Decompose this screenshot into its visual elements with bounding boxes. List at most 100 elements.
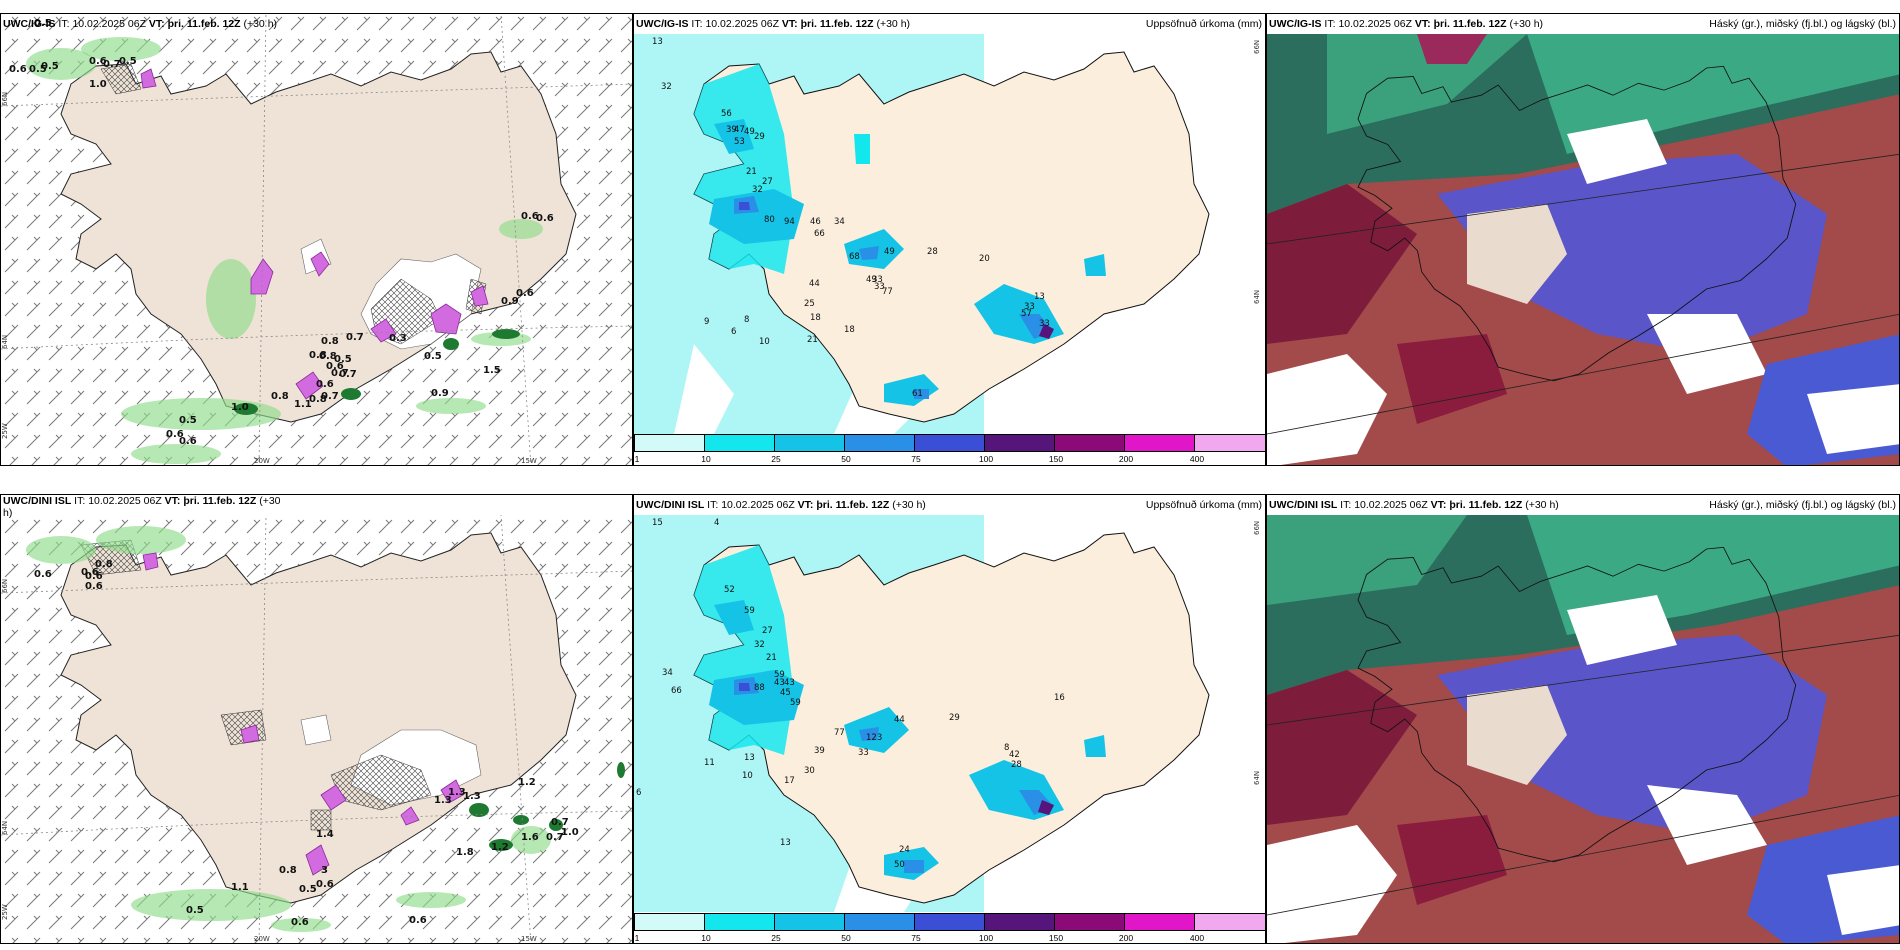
colorbar-swatch [984,913,1055,931]
colorbar-swatch [1194,434,1265,452]
precip-fill [694,545,1106,880]
green-cloud-areas [26,526,551,932]
svg-text:0.8: 0.8 [309,394,327,405]
panel-ig-precip: UWC/IG-IS IT: 10.02.2025 06Z VT: þri. 11… [633,13,1266,466]
colorbar-swatch [984,434,1055,452]
hatched-areas [80,539,432,831]
svg-text:25: 25 [804,299,815,309]
svg-text:29: 29 [949,713,960,723]
colorbar-tick: 1 [634,454,640,464]
panel-subtitle: Uppsöfnuð úrkoma (mm) [1145,499,1262,511]
svg-text:44: 44 [809,279,820,289]
axis-label: 64N [1253,771,1261,785]
svg-text:57: 57 [1021,309,1032,319]
svg-text:44: 44 [894,715,905,725]
svg-text:33: 33 [1039,319,1050,329]
colorbar-tick: 1 [634,933,640,943]
svg-text:13: 13 [780,838,791,848]
svg-text:68: 68 [849,252,860,262]
colorbar-swatch [634,913,705,931]
svg-text:1.0: 1.0 [89,79,107,90]
svg-text:88: 88 [754,683,765,693]
svg-text:0.5: 0.5 [34,18,52,29]
colorbar-swatch [1194,913,1265,931]
svg-text:33: 33 [858,748,869,758]
svg-text:25W: 25W [1,423,9,439]
svg-text:3: 3 [321,865,328,876]
svg-text:6: 6 [731,327,736,337]
colorbar-swatch [1124,434,1195,452]
colorbar-swatch [1124,913,1195,931]
svg-text:49: 49 [884,247,895,257]
colorbar-swatch [704,434,775,452]
svg-text:43: 43 [774,678,785,688]
colorbar-tick: 150 [1048,454,1064,464]
svg-text:66N: 66N [1,579,9,593]
svg-text:80: 80 [764,215,775,225]
colorbar-tick: 100 [978,933,994,943]
svg-text:20W: 20W [254,935,270,943]
svg-text:64N: 64N [1,335,9,349]
svg-text:0.7: 0.7 [339,369,357,380]
svg-text:21: 21 [766,653,777,663]
svg-text:43: 43 [784,678,795,688]
svg-text:33: 33 [872,275,883,285]
colorbar-swatch [774,913,845,931]
svg-text:0.6: 0.6 [516,288,534,299]
wind-value-labels: 0.5 0.6 0.5 0.5 0.6 0.7 0.5 1.0 0.6 0.6 … [9,18,554,447]
svg-text:4: 4 [714,518,719,528]
svg-text:1.5: 1.5 [483,365,501,376]
colorbar: 1 10 25 50 75 100 150 200 400 [634,913,1265,943]
panel-subtitle: Háský (gr.), miðský (fj.bl.) og lágský (… [1709,499,1896,511]
svg-text:0.5: 0.5 [186,905,204,916]
colorbar-tick: 75 [911,933,921,943]
svg-text:6: 6 [636,788,641,798]
colorbar-tick: 10 [701,933,711,943]
colorbar-swatch [844,434,915,452]
axis-label: 66N [1253,521,1261,535]
svg-text:45: 45 [780,688,791,698]
colorbar-tick: 25 [771,454,781,464]
colorbar-tick: 10 [701,454,711,464]
svg-text:0.8: 0.8 [279,865,297,876]
svg-text:39: 39 [814,746,825,756]
axis-labels: 66N 64N 25W 20W 15W [1,92,537,465]
svg-text:0.7: 0.7 [546,832,564,843]
dark-green-cells [469,762,625,851]
colorbar-tick: 100 [978,454,994,464]
svg-text:32: 32 [661,82,672,92]
colorbar-swatch [634,434,705,452]
svg-text:8: 8 [744,315,749,325]
dark-green-cells [234,329,520,415]
svg-text:0.5: 0.5 [41,61,59,72]
svg-text:1.2: 1.2 [518,777,536,788]
svg-text:0.6: 0.6 [85,571,103,582]
panel-ig-clouds: UWC/IG-IS IT: 10.02.2025 06Z VT: þri. 11… [1266,13,1900,466]
colorbar-tick: 25 [771,933,781,943]
wind-value-labels: 0.6 0.6 0.6 0.8 0.6 1.3 1.3 1.3 1.2 0.7 … [34,559,579,928]
svg-text:0.6: 0.6 [34,569,52,580]
svg-text:0.6: 0.6 [316,379,334,390]
svg-text:77: 77 [882,287,893,297]
svg-text:0.5: 0.5 [29,64,47,75]
svg-text:77: 77 [834,728,845,738]
colorbar-tick: 50 [841,933,851,943]
svg-text:0.8: 0.8 [319,351,337,362]
colorbar-swatch [914,434,985,452]
precip-value-labels: 13 56 39 32 47 49 53 29 21 27 32 34 66 4… [652,37,1050,399]
svg-text:27: 27 [762,177,773,187]
svg-text:52: 52 [724,585,735,595]
colorbar-tick: 50 [841,454,851,464]
svg-text:39: 39 [726,125,737,135]
svg-text:0.3: 0.3 [389,333,407,344]
precip-fill [694,64,1106,406]
cloud-map [1267,34,1899,465]
svg-text:30: 30 [804,766,815,776]
panel-title: UWC/IG-IS IT: 10.02.2025 06Z VT: þri. 11… [1269,18,1544,30]
svg-text:0.8: 0.8 [321,336,339,347]
svg-text:0.6: 0.6 [409,915,427,926]
svg-text:0.9: 0.9 [431,388,449,399]
svg-text:10: 10 [759,337,770,347]
svg-text:0.7: 0.7 [321,391,339,402]
svg-text:33: 33 [1024,302,1035,312]
